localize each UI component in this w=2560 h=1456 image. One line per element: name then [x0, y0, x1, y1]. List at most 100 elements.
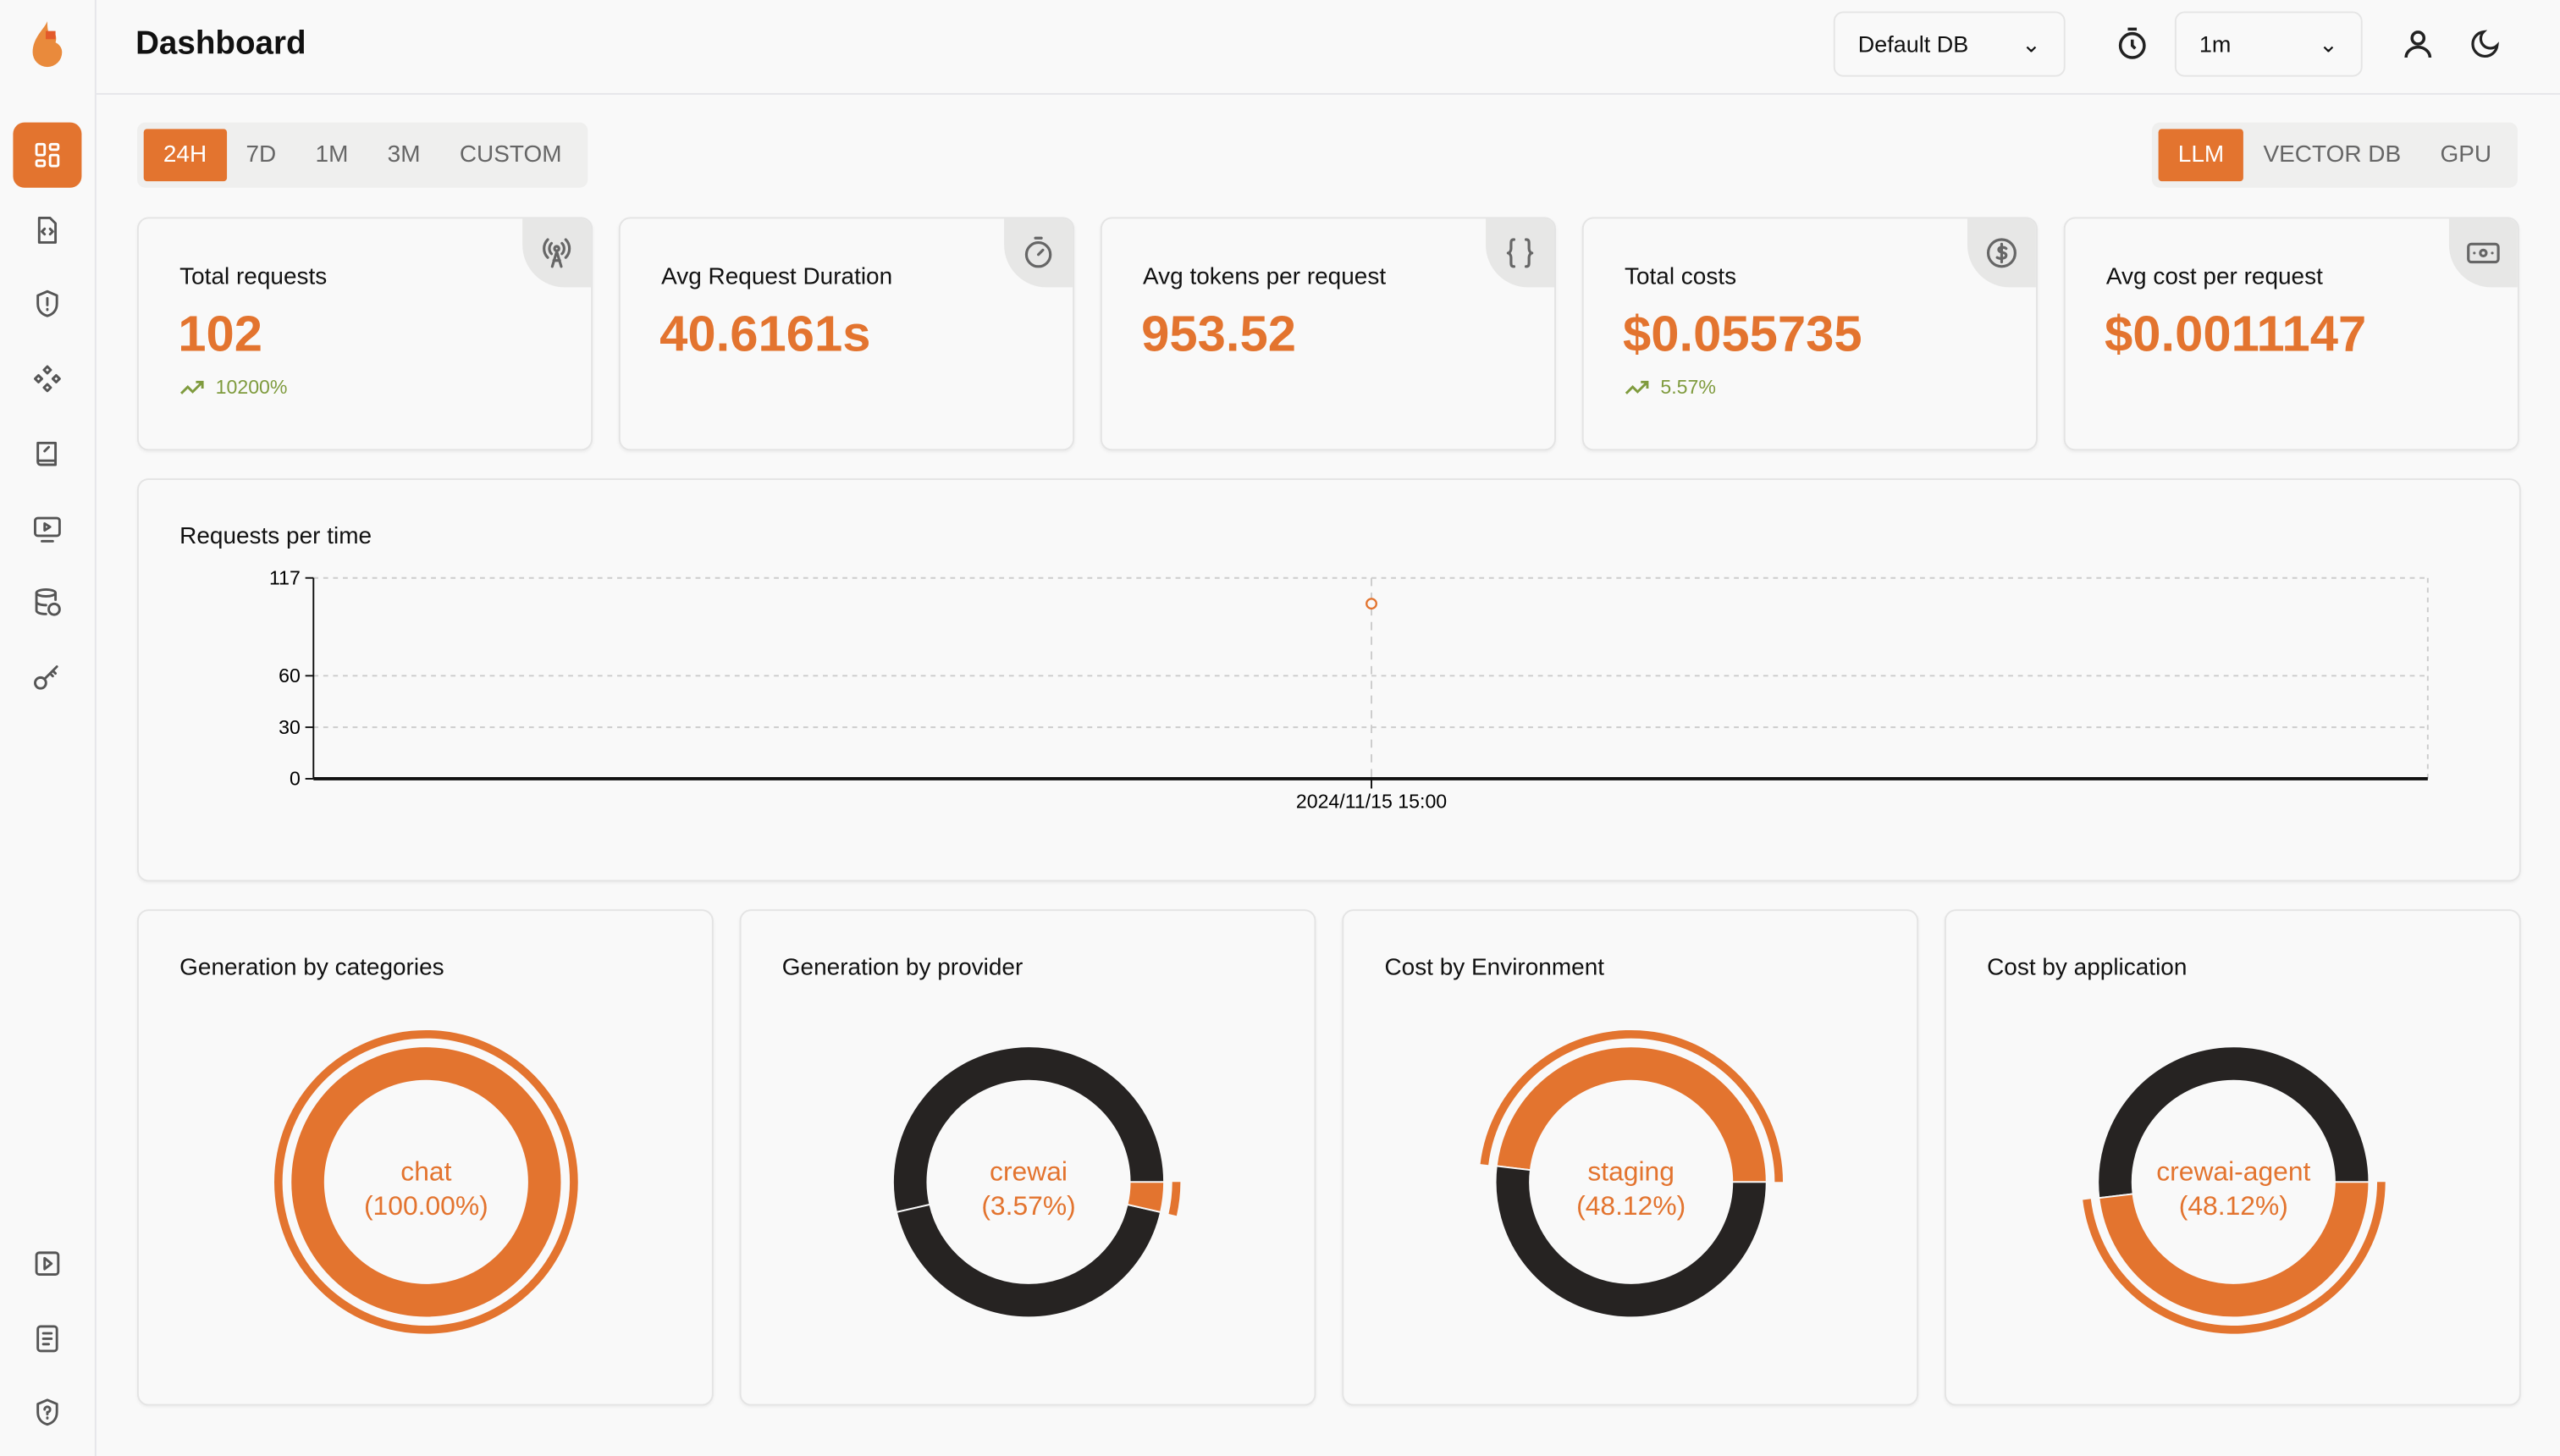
- time-filter-7d[interactable]: 7D: [246, 141, 277, 168]
- database-select[interactable]: Default DB ⌄: [1833, 11, 2066, 77]
- donut-center-label: crewai: [990, 1155, 1068, 1186]
- dollar-circle-icon: [1986, 238, 2017, 268]
- stat-label: Total requests: [179, 264, 328, 291]
- pie-slice-crewai-agent[interactable]: [2098, 1181, 2370, 1319]
- sidebar-item-shield-alert[interactable]: [13, 272, 81, 337]
- chevron-down-icon: ⌄: [2022, 30, 2041, 57]
- pie-slice-crewai[interactable]: [1126, 1181, 1166, 1214]
- stat-label: Avg Request Duration: [661, 264, 893, 291]
- donut-chart: staging (48.12%): [1480, 1029, 1784, 1319]
- chart-title: Cost by application: [1987, 955, 2188, 982]
- stat-value: 953.52: [1141, 305, 1296, 363]
- stat-trend: 10200%: [179, 375, 288, 399]
- active-slice-outline: [1168, 1182, 1181, 1216]
- time-filter-3m[interactable]: 3M: [387, 141, 421, 168]
- docs-icon: [36, 1324, 58, 1352]
- sidebar-item-database-history[interactable]: [13, 570, 81, 635]
- donut-center-percent: (100.00%): [364, 1190, 488, 1221]
- stat-trend: 5.57%: [1625, 376, 1716, 399]
- type-filter-vector-db[interactable]: VECTOR DB: [2263, 141, 2402, 168]
- sidebar-item-play-square[interactable]: [13, 1231, 81, 1296]
- stat-card: Total costs $0.055735 5.57%: [1581, 217, 2038, 451]
- database-select-value: Default DB: [1857, 30, 1969, 58]
- stat-value: $0.0011147: [2104, 305, 2367, 363]
- donut-card: Generation by provider crewai (3.57%): [739, 909, 1316, 1406]
- donut-center-label: chat: [400, 1155, 451, 1186]
- pie-slice[interactable]: [1494, 1165, 1768, 1319]
- pie-slice[interactable]: [892, 1045, 1166, 1214]
- dashboard-icon: [35, 142, 60, 168]
- code-file-icon: [37, 216, 58, 244]
- dark-mode-icon[interactable]: [2463, 23, 2506, 65]
- stat-card: Avg cost per request $0.0011147: [2063, 217, 2519, 451]
- time-filter-24h[interactable]: 24H: [143, 129, 227, 182]
- components-icon: [34, 365, 61, 393]
- sidebar-item-monitor-play[interactable]: [13, 495, 81, 560]
- stat-icon-badge: [522, 218, 592, 288]
- type-filter-llm[interactable]: LLM: [2158, 129, 2244, 182]
- stat-label: Total costs: [1624, 264, 1737, 291]
- top-bar: Dashboard Default DB ⌄ 1m ⌄: [96, 0, 2560, 95]
- chart-title: Generation by categories: [179, 955, 444, 982]
- timer-icon: [1024, 236, 1052, 268]
- requests-line-chart: 0 30 60 117 2024/11/15 15:00: [269, 566, 2429, 813]
- stat-icon-badge: [1004, 218, 1073, 288]
- pie-slice-staging[interactable]: [1495, 1045, 1768, 1183]
- chart-title: Requests per time: [179, 524, 372, 550]
- logo-icon[interactable]: [26, 19, 69, 72]
- sidebar-item-prompt-book[interactable]: [13, 421, 81, 486]
- type-filter-gpu[interactable]: GPU: [2440, 141, 2492, 168]
- data-point[interactable]: [1366, 598, 1377, 610]
- pie-slice[interactable]: [2097, 1045, 2370, 1200]
- donut-center-percent: (48.12%): [1576, 1190, 1686, 1221]
- stat-value: 40.6161s: [659, 305, 871, 363]
- stat-icon-badge: [2448, 218, 2518, 288]
- donut-chart: crewai-agent (48.12%): [2083, 1045, 2386, 1334]
- stat-value: $0.055735: [1623, 305, 1862, 363]
- donut-center-percent: (3.57%): [981, 1190, 1075, 1221]
- time-filter-custom[interactable]: CUSTOM: [459, 141, 562, 168]
- sidebar-item-dashboard[interactable]: [13, 122, 82, 188]
- sidebar: [0, 0, 97, 1456]
- stat-icon-badge: [1967, 218, 2036, 288]
- y-tick-label: 117: [269, 566, 301, 588]
- stat-label: Avg tokens per request: [1143, 264, 1387, 291]
- sidebar-item-key[interactable]: [13, 645, 81, 710]
- stat-value: 102: [178, 305, 262, 363]
- chart-title: Generation by provider: [781, 955, 1023, 982]
- y-tick-label: 0: [290, 768, 301, 790]
- stat-card: Avg tokens per request 953.52: [1100, 217, 1556, 451]
- refresh-timer-icon[interactable]: [2111, 23, 2154, 65]
- stat-card: Total requests 102 10200%: [137, 217, 593, 451]
- donut-center-label: crewai-agent: [2156, 1155, 2310, 1186]
- sidebar-item-shield-question[interactable]: [13, 1380, 81, 1445]
- pie-slice-chat[interactable]: [290, 1045, 563, 1319]
- chart-title: Cost by Environment: [1384, 955, 1605, 982]
- donut-card: Cost by Environment staging (48.12%): [1342, 909, 1919, 1406]
- donut-chart: crewai (3.57%): [892, 1045, 1181, 1319]
- key-icon: [34, 665, 58, 690]
- stat-trend-value: 10200%: [215, 375, 288, 399]
- donut-chart: chat (100.00%): [274, 1029, 578, 1334]
- monitor-play-icon: [34, 516, 61, 542]
- refresh-interval-select[interactable]: 1m ⌄: [2174, 11, 2363, 77]
- stat-trend-value: 5.57%: [1660, 375, 1717, 399]
- user-icon[interactable]: [2397, 23, 2439, 65]
- pie-slice[interactable]: [895, 1203, 1162, 1319]
- sidebar-item-code-file[interactable]: [13, 197, 81, 262]
- antenna-icon: [543, 238, 571, 268]
- donut-center-label: staging: [1587, 1155, 1674, 1186]
- sidebar-item-docs[interactable]: [13, 1305, 81, 1371]
- stat-icon-badge: [1486, 218, 1555, 288]
- sidebar-item-components[interactable]: [13, 346, 81, 411]
- banknote-icon: [2467, 242, 2500, 264]
- stat-card: Avg Request Duration 40.6161s: [618, 217, 1075, 451]
- play-square-icon: [35, 1251, 60, 1277]
- y-tick-label: 30: [279, 716, 301, 738]
- page-title: Dashboard: [135, 25, 306, 63]
- stat-label: Avg cost per request: [2105, 264, 2323, 291]
- time-filter-1m[interactable]: 1M: [315, 141, 349, 168]
- braces-icon: [1506, 238, 1534, 268]
- shield-alert-icon: [36, 290, 58, 318]
- donut-card: Generation by categories chat (100.00%): [137, 909, 714, 1406]
